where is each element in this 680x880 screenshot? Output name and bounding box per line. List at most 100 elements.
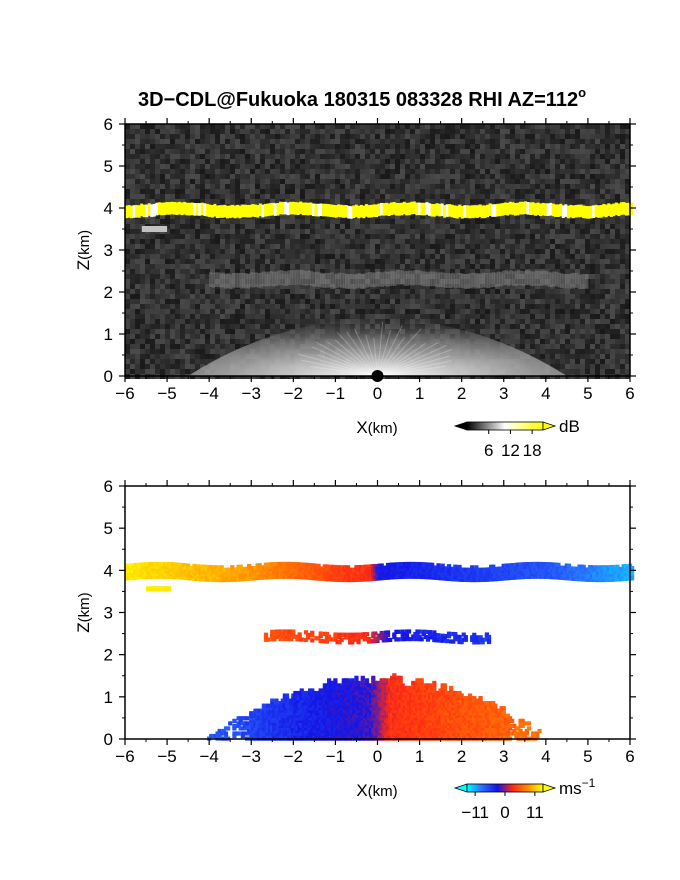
reflectivity-cell [160, 364, 165, 369]
reflectivity-cell [205, 239, 210, 244]
reflectivity-cell [145, 159, 150, 164]
reflectivity-cell [530, 249, 535, 254]
reflectivity-cell [240, 339, 245, 344]
reflectivity-cell [540, 229, 545, 234]
reflectivity-cell [515, 214, 520, 219]
reflectivity-cell [250, 134, 255, 139]
reflectivity-cell [620, 319, 625, 324]
reflectivity-cell [560, 274, 565, 279]
reflectivity-cell [350, 184, 355, 189]
reflectivity-cell [175, 199, 180, 204]
reflectivity-cell [255, 134, 260, 139]
reflectivity-cell [545, 134, 550, 139]
reflectivity-cell [235, 309, 240, 314]
reflectivity-cell [215, 199, 220, 204]
reflectivity-cell [320, 294, 325, 299]
reflectivity-cell [550, 159, 555, 164]
reflectivity-cell [195, 309, 200, 314]
reflectivity-cell [470, 314, 475, 319]
reflectivity-cell [380, 134, 385, 139]
reflectivity-cell [540, 334, 545, 339]
reflectivity-cell [400, 179, 405, 184]
reflectivity-cell [525, 234, 530, 239]
reflectivity-cell [470, 149, 475, 154]
reflectivity-cell [565, 349, 570, 354]
reflectivity-cell [140, 294, 145, 299]
reflectivity-cell [250, 279, 255, 284]
reflectivity-cell [185, 259, 190, 264]
reflectivity-cell [545, 234, 550, 239]
reflectivity-cell [395, 144, 400, 149]
reflectivity-cell [530, 239, 535, 244]
reflectivity-cell [565, 154, 570, 159]
reflectivity-cell [155, 174, 160, 179]
reflectivity-cell [435, 274, 440, 279]
reflectivity-cell [215, 129, 220, 134]
reflectivity-cell [245, 259, 250, 264]
reflectivity-cell [475, 139, 480, 144]
reflectivity-cell [345, 199, 350, 204]
reflectivity-cell [165, 354, 170, 359]
reflectivity-cell [540, 199, 545, 204]
reflectivity-cell [455, 144, 460, 149]
reflectivity-cell [250, 254, 255, 259]
reflectivity-cell [485, 309, 490, 314]
reflectivity-cell [390, 224, 395, 229]
reflectivity-cell [600, 139, 605, 144]
reflectivity-cell [155, 279, 160, 284]
reflectivity-cell [395, 254, 400, 259]
reflectivity-cell [540, 184, 545, 189]
reflectivity-cell [155, 189, 160, 194]
reflectivity-cell [375, 289, 380, 294]
reflectivity-cell [265, 134, 270, 139]
reflectivity-cell [225, 249, 230, 254]
reflectivity-cell [170, 164, 175, 169]
reflectivity-cell [315, 134, 320, 139]
reflectivity-cell [425, 284, 430, 289]
reflectivity-cell [170, 329, 175, 334]
reflectivity-cell [525, 319, 530, 324]
reflectivity-cell [535, 354, 540, 359]
reflectivity-cell [130, 139, 135, 144]
reflectivity-cell [615, 154, 620, 159]
reflectivity-cell [195, 154, 200, 159]
reflectivity-cell [240, 179, 245, 184]
reflectivity-cell [405, 259, 410, 264]
reflectivity-cell [430, 199, 435, 204]
reflectivity-cell [190, 224, 195, 229]
reflectivity-cell [620, 329, 625, 334]
reflectivity-cell [315, 259, 320, 264]
reflectivity-cell [310, 274, 315, 279]
reflectivity-cell [405, 309, 410, 314]
reflectivity-cell [180, 279, 185, 284]
reflectivity-cell [305, 229, 310, 234]
reflectivity-cell [540, 299, 545, 304]
reflectivity-cell [385, 294, 390, 299]
reflectivity-cell [130, 134, 135, 139]
reflectivity-cell [595, 314, 600, 319]
reflectivity-cell [575, 244, 580, 249]
reflectivity-cell [205, 269, 210, 274]
reflectivity-cell [555, 164, 560, 169]
reflectivity-cell [290, 239, 295, 244]
reflectivity-cell [475, 239, 480, 244]
reflectivity-cell [595, 239, 600, 244]
reflectivity-cell [625, 364, 630, 369]
reflectivity-cell [190, 239, 195, 244]
reflectivity-cell [605, 349, 610, 354]
reflectivity-cell [550, 269, 555, 274]
reflectivity-cell [185, 269, 190, 274]
reflectivity-cell [605, 359, 610, 364]
reflectivity-cell [270, 289, 275, 294]
reflectivity-cell [145, 269, 150, 274]
reflectivity-cell [505, 164, 510, 169]
reflectivity-cell [605, 229, 610, 234]
reflectivity-cell [450, 244, 455, 249]
reflectivity-cell [265, 294, 270, 299]
reflectivity-cell [380, 229, 385, 234]
reflectivity-cell [190, 179, 195, 184]
reflectivity-cell [310, 289, 315, 294]
reflectivity-cell [620, 184, 625, 189]
reflectivity-cell [235, 324, 240, 329]
reflectivity-cell [405, 274, 410, 279]
